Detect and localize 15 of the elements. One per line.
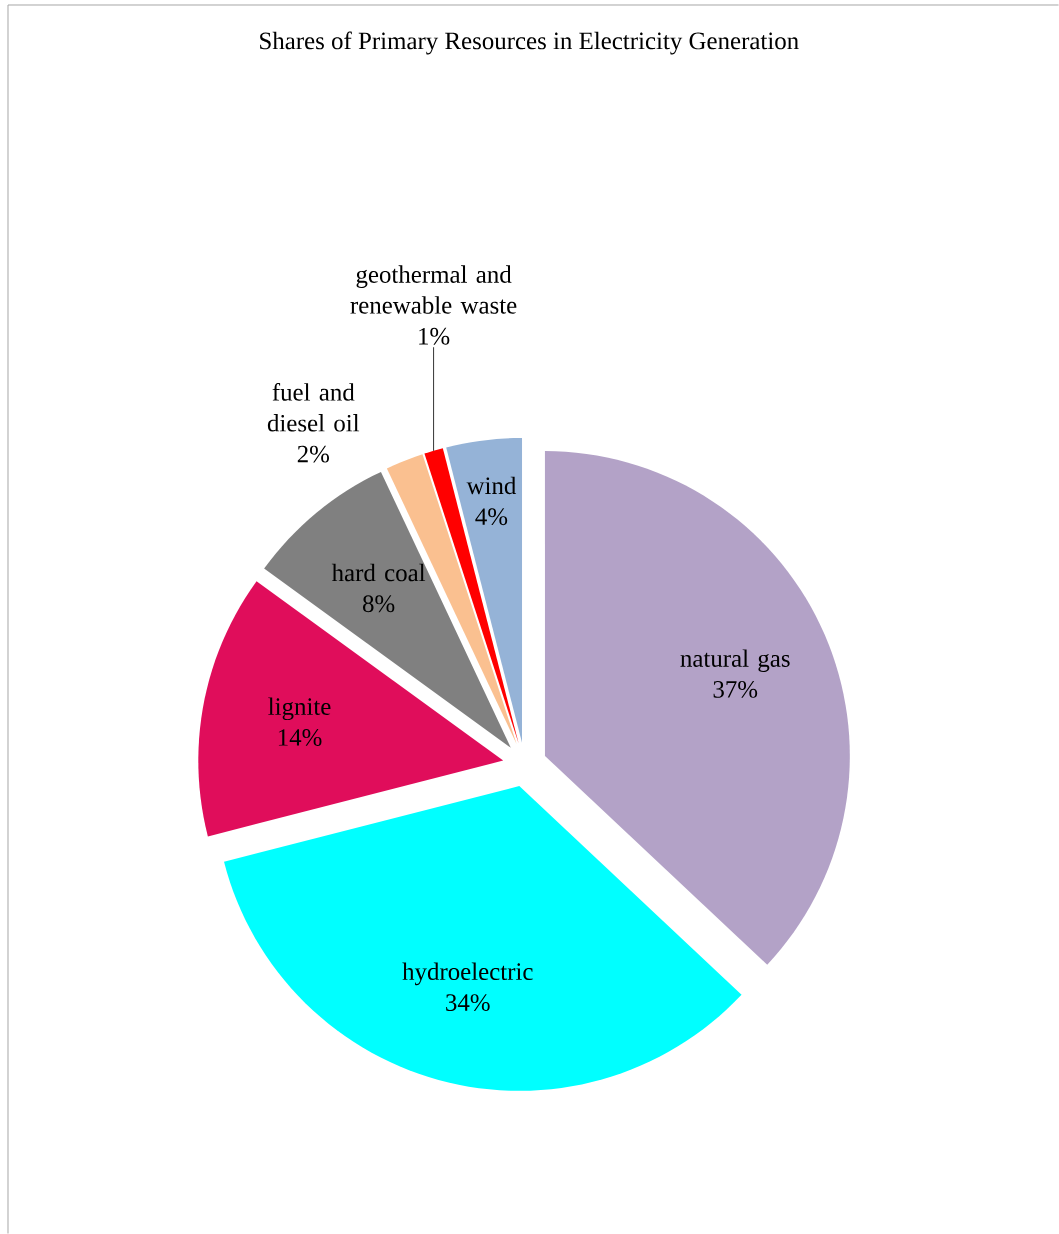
- data-label: 34%: [446, 994, 490, 1012]
- chart-title: Shares of Primary Resources in Electricity Generation: [260, 31, 799, 55]
- slice-label: hard coal: [331, 563, 426, 582]
- data-label: 2%: [297, 445, 330, 463]
- slice-label: wind: [466, 476, 517, 495]
- slice-label: geothermal and renewable waste: [350, 265, 517, 314]
- slice-label: lignite: [268, 697, 331, 721]
- slice-label: natural gas: [680, 649, 790, 673]
- slice-label: hydroelectric: [402, 962, 533, 986]
- data-label: 8%: [362, 595, 395, 613]
- data-label: 4%: [475, 508, 508, 526]
- data-label: 1%: [419, 327, 450, 345]
- data-label: 37%: [713, 680, 758, 698]
- slice-label: fuel and diesel oil: [267, 382, 360, 432]
- data-label: 14%: [278, 729, 322, 746]
